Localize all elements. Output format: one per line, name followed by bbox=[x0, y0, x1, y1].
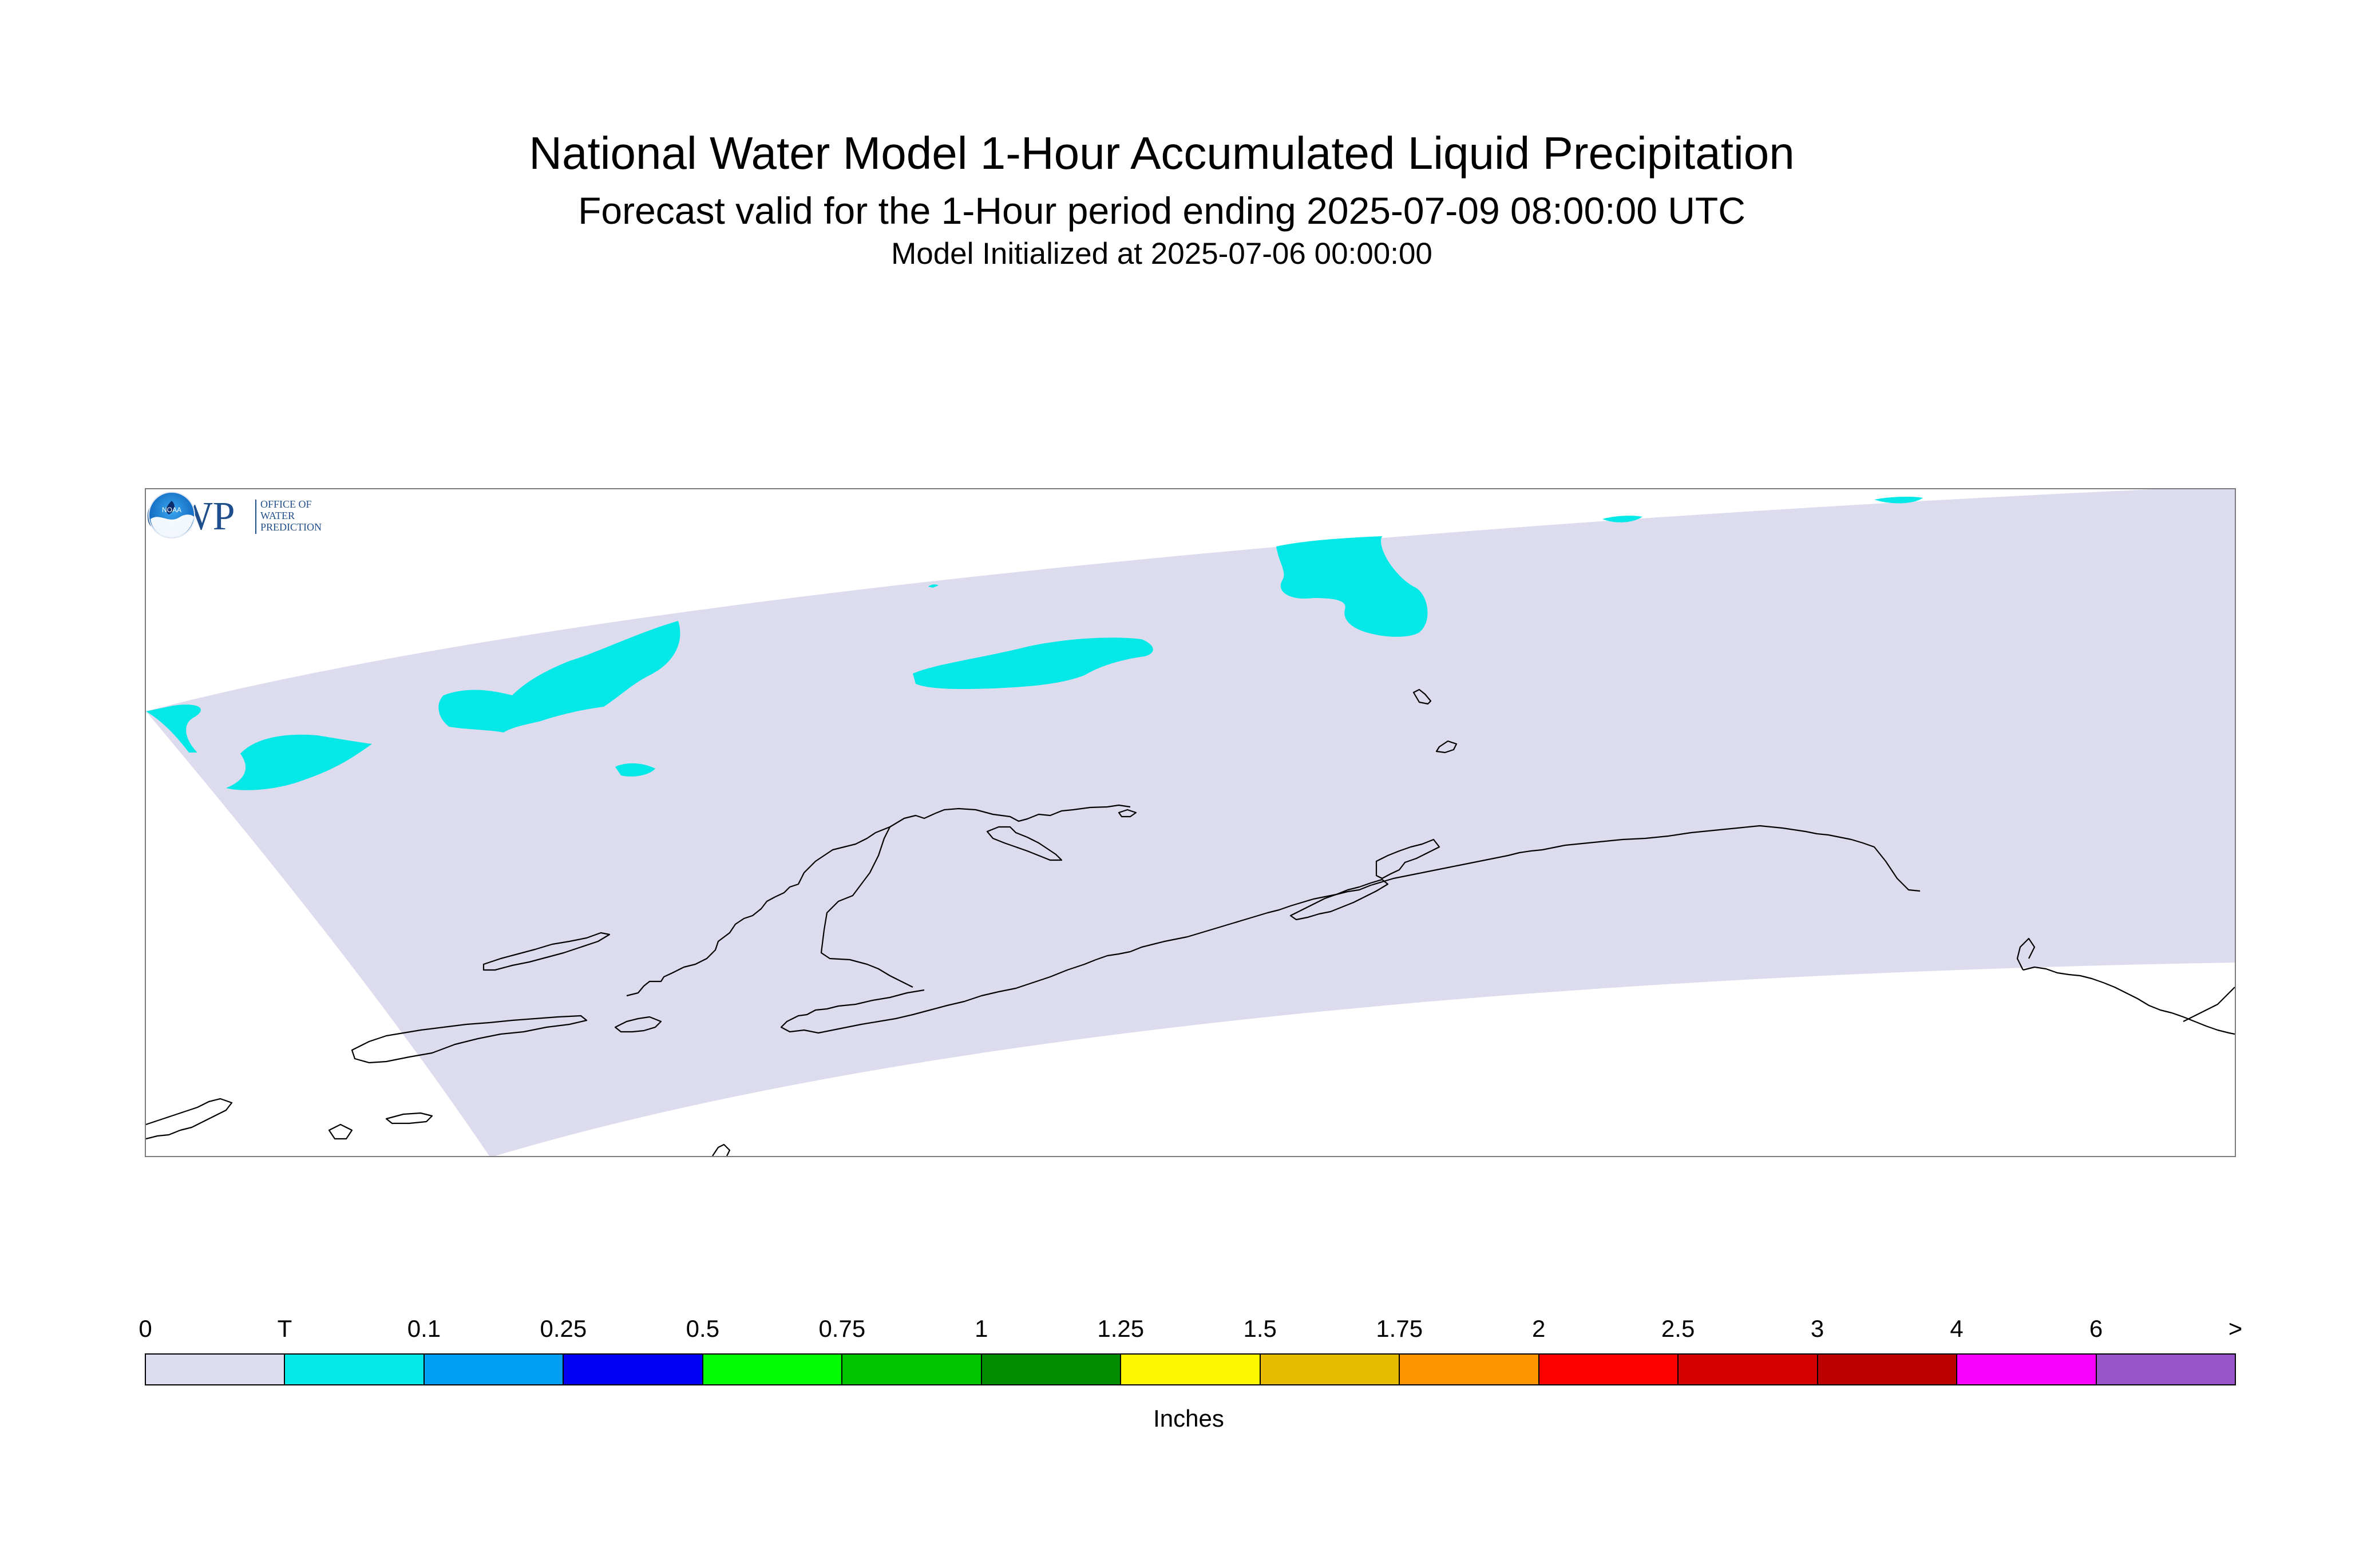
colorbar-tick-label: > bbox=[2228, 1315, 2243, 1342]
colorbar-tick-label: 1.75 bbox=[1376, 1315, 1423, 1342]
coastline-stlawrence bbox=[482, 932, 611, 971]
colorbar-tick-label: 2.5 bbox=[1661, 1315, 1695, 1342]
colorbar-tick-label: T bbox=[277, 1315, 292, 1342]
coastline-peninsula bbox=[780, 951, 1131, 1034]
precip-area bbox=[615, 763, 655, 777]
colorbar-tick-label: 0.75 bbox=[818, 1315, 866, 1342]
colorbar-swatch bbox=[2095, 1353, 2236, 1385]
coastline-mainland bbox=[626, 804, 1131, 997]
precip-area bbox=[1602, 516, 1642, 522]
colorbar-swatch bbox=[563, 1353, 703, 1385]
map-title: National Water Model 1-Hour Accumulated … bbox=[529, 128, 1795, 179]
colorbar-swatch bbox=[145, 1353, 286, 1385]
colorbar-tick-label: 6 bbox=[2089, 1315, 2103, 1342]
precipitation-map bbox=[146, 489, 2235, 1156]
colorbar-tick-label: 0 bbox=[138, 1315, 152, 1342]
owp-logo-line: PREDICTION bbox=[260, 521, 322, 533]
colorbar-tick-label: 2 bbox=[1531, 1315, 1546, 1342]
precip-area bbox=[928, 584, 939, 588]
coastline-island bbox=[385, 1112, 433, 1124]
precip-area bbox=[146, 704, 201, 753]
coastline-south bbox=[1130, 825, 1921, 953]
colorbar-swatch bbox=[702, 1353, 843, 1385]
colorbar bbox=[145, 1353, 2236, 1387]
coastline-island bbox=[1435, 740, 1458, 754]
precip-area bbox=[1276, 536, 1428, 637]
map-panel: OWP OFFICE OF WATER PREDICTION NOAA bbox=[145, 488, 2236, 1157]
colorbar-swatch bbox=[1538, 1353, 1679, 1385]
colorbar-tick-label: 0.5 bbox=[686, 1315, 720, 1342]
colorbar-tick-label: 1.25 bbox=[1097, 1315, 1145, 1342]
precip-area bbox=[1874, 497, 1923, 504]
colorbar-swatch bbox=[1259, 1353, 1400, 1385]
colorbar-swatch bbox=[1816, 1353, 1958, 1385]
colorbar-swatch bbox=[980, 1353, 1122, 1385]
coastline-canada bbox=[2183, 987, 2235, 1022]
coastline-island bbox=[328, 1123, 353, 1140]
precipitation-areas bbox=[146, 497, 1923, 790]
colorbar-swatch bbox=[1120, 1353, 1261, 1385]
colorbar-tick-label: 0.25 bbox=[540, 1315, 587, 1342]
noaa-logo-text: NOAA bbox=[162, 506, 181, 514]
owp-logo-line: WATER bbox=[260, 510, 295, 521]
colorbar-swatch bbox=[284, 1353, 425, 1385]
model-init-time: Model Initialized at 2025-07-06 00:00:00 bbox=[891, 237, 1432, 271]
coastline-island bbox=[146, 1098, 233, 1140]
coastline-island bbox=[1118, 809, 1137, 818]
precip-area bbox=[226, 734, 372, 790]
coastlines bbox=[146, 688, 2235, 1156]
precip-area bbox=[438, 621, 680, 732]
coastline-kodiak bbox=[1289, 878, 1389, 921]
colorbar-unit: Inches bbox=[1153, 1405, 1224, 1432]
coastline-island bbox=[712, 1143, 731, 1156]
coastline-bering bbox=[986, 826, 1063, 861]
noaa-logo: NOAA bbox=[148, 492, 195, 538]
coastline-kenai bbox=[1375, 838, 1440, 880]
coastline-interior bbox=[820, 826, 913, 988]
colorbar-tick-label: 1 bbox=[975, 1315, 988, 1342]
colorbar-tick-label: 3 bbox=[1810, 1315, 1824, 1342]
coastline-canada bbox=[2016, 937, 2036, 971]
colorbar-swatch bbox=[1677, 1353, 1818, 1385]
colorbar-tick-label: 0.1 bbox=[407, 1315, 441, 1342]
colorbar-swatch bbox=[841, 1353, 982, 1385]
precip-area bbox=[913, 638, 1153, 690]
colorbar-swatch bbox=[1399, 1353, 1539, 1385]
coastline-island bbox=[1412, 688, 1432, 705]
owp-logo-line: OFFICE OF bbox=[260, 498, 312, 510]
colorbar-tick-label: 4 bbox=[1950, 1315, 1964, 1342]
coastline-nunivak bbox=[614, 1016, 662, 1033]
model-domain bbox=[146, 489, 2235, 1156]
coastline-canada bbox=[2022, 966, 2235, 1035]
colorbar-swatch bbox=[1956, 1353, 2097, 1385]
coastline-chukotka bbox=[351, 1015, 588, 1064]
colorbar-swatch bbox=[423, 1353, 564, 1385]
colorbar-tick-label: 1.5 bbox=[1243, 1315, 1277, 1342]
map-subtitle: Forecast valid for the 1-Hour period end… bbox=[578, 189, 1745, 232]
